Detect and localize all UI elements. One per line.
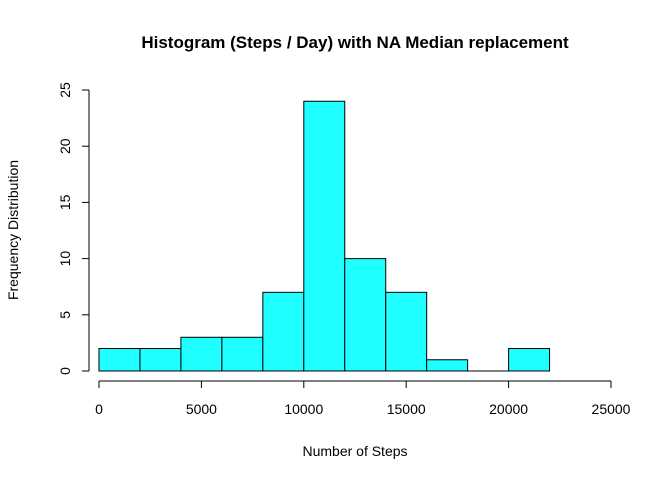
y-tick-label: 15 — [57, 194, 73, 210]
chart-title: Histogram (Steps / Day) with NA Median r… — [141, 33, 569, 52]
y-tick-label: 20 — [57, 138, 73, 154]
histogram-bar — [180, 336, 223, 372]
y-tick-label: 5 — [57, 311, 73, 319]
x-axis-title: Number of Steps — [302, 443, 407, 459]
histogram-bar — [426, 359, 469, 372]
histogram-bar — [139, 348, 182, 372]
x-tick-label: 25000 — [592, 401, 631, 417]
bars-group — [98, 100, 551, 372]
histogram-bar — [221, 336, 264, 372]
x-tick-label: 10000 — [284, 401, 323, 417]
x-tick-label: 5000 — [186, 401, 217, 417]
histogram-bar — [98, 348, 141, 372]
x-axis: 0 5000 10000 15000 20000 25000 — [95, 380, 631, 417]
histogram-bar — [262, 291, 305, 372]
histogram-bar — [508, 348, 551, 372]
y-tick-label: 10 — [57, 251, 73, 267]
y-axis: 0 5 10 15 20 25 — [57, 82, 90, 375]
x-tick-label: 15000 — [387, 401, 426, 417]
y-tick-label: 25 — [57, 82, 73, 98]
x-tick-label: 0 — [95, 401, 103, 417]
x-tick-label: 20000 — [489, 401, 528, 417]
histogram-bar — [303, 100, 346, 372]
histogram-bar — [344, 258, 387, 372]
y-tick-label: 0 — [57, 367, 73, 375]
y-axis-title: Frequency Distribution — [5, 160, 21, 300]
histogram-bar — [385, 291, 428, 372]
